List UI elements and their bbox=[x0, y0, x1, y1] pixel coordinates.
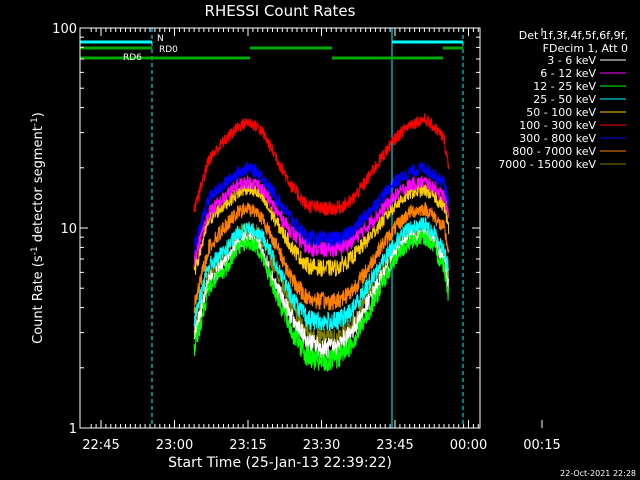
legend-label: 3 - 6 keV bbox=[547, 54, 596, 67]
footer-date: 22-Oct-2021 22:28 bbox=[560, 469, 636, 478]
x-axis-label: Start Time (25-Jan-13 22:39:22) bbox=[168, 455, 392, 471]
y-axis-label-close: ) bbox=[31, 112, 46, 117]
series-line-300-800-kev bbox=[193, 161, 450, 255]
legend-label: 12 - 25 keV bbox=[533, 80, 596, 93]
flag-label-n: N bbox=[157, 34, 164, 44]
x-tick-label-0000: 00:00 bbox=[450, 438, 487, 453]
legend-label: 25 - 50 keV bbox=[533, 93, 596, 106]
series-line-100-300-kev bbox=[193, 113, 450, 217]
flag-label-rd6: RD6 bbox=[123, 53, 142, 63]
y-tick-label-1: 1 bbox=[69, 422, 77, 437]
chart-title: RHESSI Count Rates bbox=[205, 2, 356, 20]
flag-label-rd0: RD0 bbox=[159, 45, 178, 55]
series-line-800-7000-kev bbox=[193, 202, 450, 314]
legend-header-line: Det 1f,3f,4f,5f,6f,9f, bbox=[519, 29, 628, 42]
y-tick-label-100: 100 bbox=[52, 22, 77, 37]
y-axis-label-superscript: -1 bbox=[30, 246, 40, 255]
x-tick-label-2300: 23:00 bbox=[156, 438, 193, 453]
legend: Det 1f,3f,4f,5f,6f,9f,FDecim 1, Att 03 -… bbox=[498, 29, 628, 171]
legend-header-line: FDecim 1, Att 0 bbox=[543, 42, 628, 55]
legend-label: 800 - 7000 keV bbox=[512, 145, 596, 158]
x-tick-label-2330: 23:30 bbox=[303, 438, 340, 453]
axes: 1 10 100 22:45 23:00 23:15 23:30 23:45 00:00 00:1… bbox=[52, 22, 561, 453]
y-axis-label-suffix-superscript: -1 bbox=[30, 117, 40, 126]
y-axis-label: Count Rate (s-1 detector segment-1) bbox=[30, 112, 46, 344]
legend-label: 6 - 12 keV bbox=[540, 67, 596, 80]
y-tick-label-10: 10 bbox=[60, 222, 77, 237]
legend-label: 50 - 100 keV bbox=[526, 106, 596, 119]
legend-label: 300 - 800 keV bbox=[519, 132, 596, 145]
x-tick-label-2245: 22:45 bbox=[82, 438, 119, 453]
legend-label: 7000 - 15000 keV bbox=[498, 158, 596, 171]
series-line-25-50-kev bbox=[193, 216, 450, 332]
series-line-50-100-kev bbox=[193, 181, 450, 277]
x-tick-label-2315: 23:15 bbox=[229, 438, 266, 453]
series-line-12-25-kev bbox=[193, 229, 450, 372]
y-axis-label-main: Count Rate (s bbox=[31, 255, 46, 344]
x-tick-label-2345: 23:45 bbox=[376, 438, 413, 453]
y-axis-label-suffix: detector segment bbox=[31, 126, 46, 246]
legend-label: 100 - 300 keV bbox=[519, 119, 596, 132]
x-tick-label-0015: 00:15 bbox=[523, 438, 560, 453]
